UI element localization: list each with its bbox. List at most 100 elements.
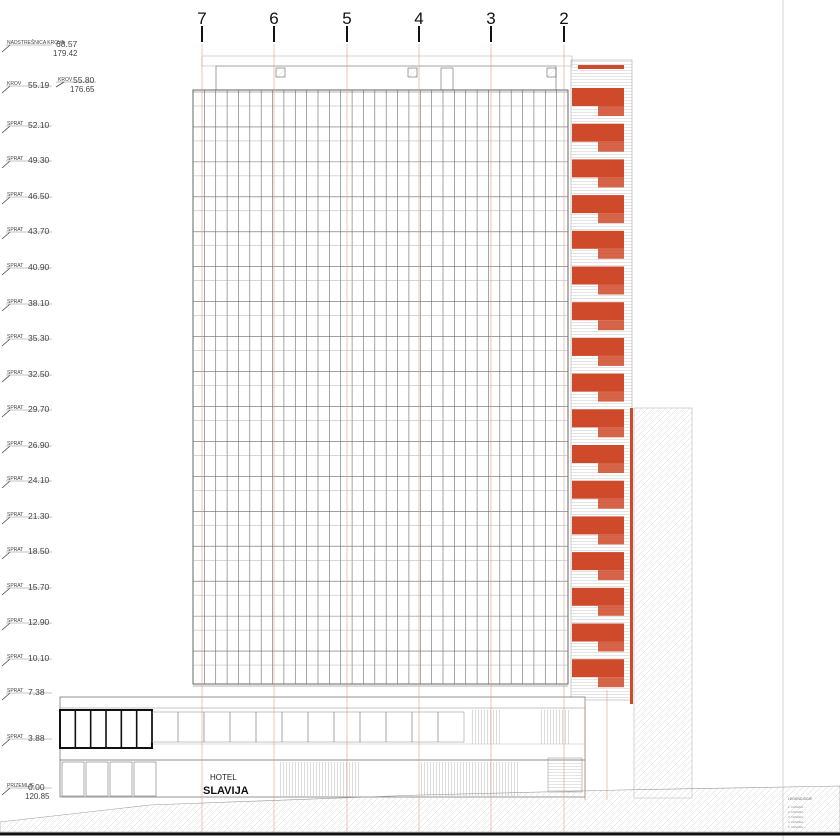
level-prefix: SPRAT	[7, 227, 23, 233]
level-prefix: SPRAT	[7, 121, 23, 127]
level-value: 38.10	[28, 298, 50, 308]
level-value: 32.50	[28, 369, 50, 379]
level-value: 55.19	[28, 80, 50, 90]
level-arrow	[1, 125, 11, 134]
ground-window	[61, 761, 85, 797]
balcony-panel-lower	[598, 605, 624, 616]
hotel-sign-name: SLAVIJA	[203, 785, 249, 797]
level-value: 18.50	[28, 546, 50, 556]
balcony-panel-lower	[598, 177, 624, 188]
neighbour-building-hatch	[633, 407, 693, 799]
ground-window	[133, 761, 157, 797]
axis-label: 3	[486, 9, 495, 28]
level-value: 43.70	[28, 226, 50, 236]
level-prefix: SPRAT	[7, 512, 23, 518]
balcony-panel	[572, 266, 624, 285]
balcony-panel	[572, 445, 624, 463]
level-value: 40.90	[28, 262, 50, 272]
legend-line: 5. FASADA...	[788, 825, 806, 829]
level-value: 21.30	[28, 511, 50, 521]
level-prefix: SPRAT	[7, 583, 23, 589]
level-prefix: SPRAT	[7, 370, 23, 376]
podium-hatch-panel	[470, 710, 500, 744]
level-value: 68.57	[56, 39, 78, 49]
balcony-panel-lower	[598, 284, 624, 295]
level-prefix: SPRAT	[7, 688, 23, 694]
balcony-panel	[572, 659, 624, 678]
level-prefix: SPRAT	[7, 192, 23, 198]
hotel-sign-line1: HOTEL	[210, 773, 237, 782]
level-arrow	[1, 551, 11, 560]
balcony-panel-lower	[598, 106, 624, 116]
level-value: 49.30	[28, 155, 50, 165]
podium-stair-panel	[547, 757, 583, 793]
axis-label: 6	[269, 9, 278, 28]
level-arrow	[1, 338, 11, 347]
level-prefix: KROV	[7, 81, 22, 87]
tower-top-prefix: KROV	[58, 77, 73, 83]
balcony-panel	[572, 480, 624, 499]
balcony-panel	[572, 195, 624, 214]
level-arrow	[1, 267, 11, 276]
balcony-panel-lower	[598, 141, 624, 152]
roof-vent	[407, 67, 418, 78]
level-prefix: SPRAT	[7, 547, 23, 553]
level-arrow	[1, 196, 11, 205]
balcony-panel	[572, 88, 624, 106]
level-value: 3.88	[28, 733, 45, 743]
podium-hatch-panel	[280, 762, 360, 796]
level-prefix: SPRAT	[7, 654, 23, 660]
level-prefix: SPRAT	[7, 441, 23, 447]
level-sub: 120.85	[25, 792, 50, 801]
level-value: 12.90	[28, 617, 50, 627]
balcony-panel	[572, 409, 624, 428]
balcony-panel-lower	[598, 320, 624, 331]
level-prefix: NADSTREŠNICA KROVA	[7, 39, 65, 46]
level-arrow	[1, 658, 11, 667]
tower-top-sub: 176.65	[70, 85, 95, 94]
level-value: 26.90	[28, 440, 50, 450]
balcony-panel	[572, 337, 624, 356]
balcony-panel	[572, 516, 624, 535]
level-value: 10.10	[28, 653, 50, 663]
level-arrow	[1, 480, 11, 489]
axis-label: 4	[414, 9, 423, 28]
balcony-panel-lower	[598, 391, 624, 402]
level-arrow	[1, 622, 11, 631]
tower-top-value: 55.80	[73, 75, 95, 85]
ground-terrain	[0, 785, 840, 833]
level-prefix: SPRAT	[7, 405, 23, 411]
level-prefix: SPRAT	[7, 299, 23, 305]
level-arrow	[1, 85, 11, 94]
level-value: 7.38	[28, 687, 45, 697]
level-arrow	[1, 44, 11, 53]
level-sub: 179.42	[53, 49, 78, 58]
roof-vent	[275, 67, 286, 78]
level-arrow	[1, 516, 11, 525]
balcony-panel	[572, 623, 624, 642]
level-prefix: PRIZEMLJE	[7, 783, 35, 789]
level-arrow	[1, 587, 11, 596]
level-value: 24.10	[28, 475, 50, 485]
balcony-panel	[572, 552, 624, 571]
axis-label: 5	[342, 9, 351, 28]
balcony-panel-lower	[598, 355, 624, 366]
level-value: 35.30	[28, 333, 50, 343]
balcony-panel-lower	[598, 534, 624, 545]
legend-title: LEGEND BOJE	[788, 797, 813, 801]
balcony-panel	[572, 373, 624, 392]
level-arrow	[1, 692, 11, 701]
level-prefix: SPRAT	[7, 263, 23, 269]
level-arrow	[1, 231, 11, 240]
balcony-panel-lower	[598, 248, 624, 259]
podium-window	[437, 711, 465, 743]
axis-label: 7	[197, 9, 206, 28]
balcony-strip	[570, 59, 633, 704]
level-value: 29.70	[28, 404, 50, 414]
balcony-panel-lower	[598, 570, 624, 581]
roof-accent-band	[578, 65, 624, 69]
balcony-edge-post	[630, 408, 633, 704]
level-arrow	[1, 738, 11, 747]
podium-facade	[59, 696, 586, 800]
level-arrow	[1, 160, 11, 169]
